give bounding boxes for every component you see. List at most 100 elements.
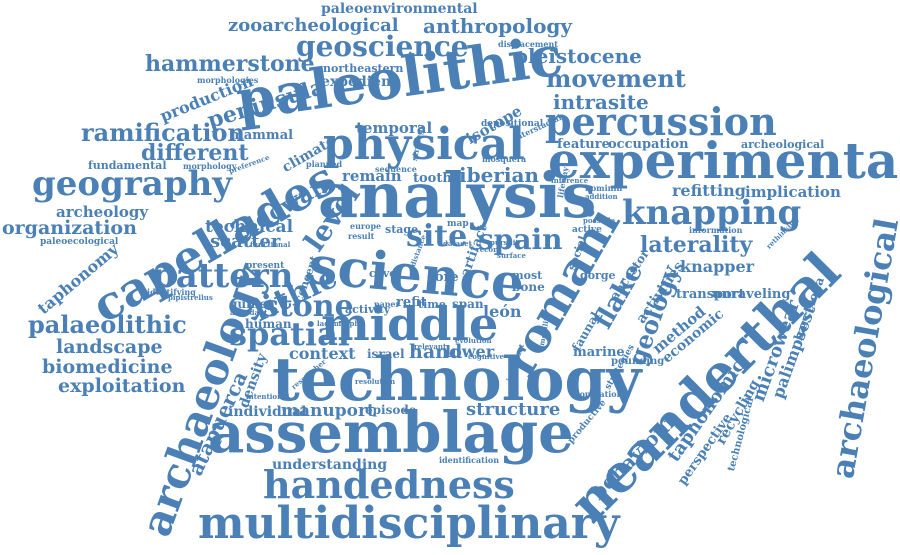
- word: movement: [546, 64, 686, 93]
- word: inference: [551, 176, 589, 185]
- word: most: [512, 269, 543, 282]
- word: map: [447, 219, 469, 229]
- word: pounding: [611, 356, 665, 367]
- word: record: [476, 245, 502, 254]
- word: surface: [497, 251, 526, 260]
- word: manuport: [281, 401, 375, 421]
- word: palaeolithic: [28, 310, 187, 339]
- word: pleistocene: [514, 44, 642, 68]
- word: context: [289, 344, 356, 363]
- word: human: [245, 317, 292, 331]
- word: archeological: [741, 138, 825, 151]
- word: technical: [205, 217, 294, 237]
- word: refitting: [672, 181, 746, 200]
- word: paper: [374, 299, 400, 309]
- word: marine: [573, 345, 625, 360]
- word: assemblage: [208, 400, 574, 466]
- word: identifying: [147, 287, 196, 297]
- word: ramification: [81, 118, 245, 147]
- word: fundamental: [88, 159, 167, 172]
- word: dataset: [443, 239, 472, 248]
- word: intrasite: [553, 90, 649, 114]
- word: sequence: [375, 164, 417, 174]
- word: gorge: [580, 269, 616, 282]
- word: iberian: [459, 163, 539, 187]
- word: mosquera: [482, 154, 527, 164]
- word: lagomorph: [317, 319, 360, 328]
- word: geography: [32, 164, 233, 204]
- word: implication: [745, 183, 841, 201]
- word: stage: [385, 223, 419, 236]
- word: laterality: [640, 232, 753, 258]
- word: spatial: [229, 315, 350, 353]
- word: expedient: [321, 74, 398, 90]
- word: present: [246, 261, 285, 271]
- word: israel: [367, 347, 405, 361]
- word: bone: [512, 280, 545, 294]
- word: depositional: [481, 119, 544, 129]
- word: refit: [396, 295, 427, 310]
- word: span: [452, 297, 484, 311]
- word: unraveling: [712, 287, 791, 302]
- word: population: [574, 389, 623, 399]
- word: spain: [478, 223, 563, 256]
- word: pursuit: [490, 238, 519, 247]
- word: identification: [439, 455, 500, 465]
- word: information: [689, 225, 743, 235]
- word: landscape: [56, 336, 163, 358]
- word: exploitation: [58, 375, 186, 397]
- word: multidisciplinary: [198, 498, 620, 549]
- word: activity: [345, 303, 391, 316]
- word: anthropology: [423, 14, 573, 38]
- word: different: [141, 140, 249, 166]
- word: occupation: [608, 137, 689, 152]
- word: core: [427, 270, 459, 285]
- word: geoscience: [296, 30, 469, 63]
- word: lower: [445, 342, 495, 361]
- word: biomedicine: [42, 356, 173, 378]
- word: cognitive: [468, 352, 504, 361]
- word: analysis: [318, 159, 597, 232]
- word: feature: [557, 137, 610, 152]
- word: knapping: [622, 193, 802, 233]
- word: functional: [250, 240, 291, 249]
- word: addition: [585, 192, 618, 201]
- word: active: [572, 225, 602, 235]
- word: scatter: [210, 231, 281, 252]
- word: percussion: [545, 99, 777, 144]
- word: handedness: [263, 462, 515, 507]
- word: episode: [365, 403, 417, 417]
- word: temporal: [356, 119, 433, 137]
- word: hammerstone: [145, 51, 315, 77]
- word: cave: [369, 267, 397, 280]
- word: archaeological: [823, 215, 900, 482]
- word: archeology: [56, 203, 149, 221]
- word: transport: [676, 287, 745, 302]
- word: europe: [350, 221, 382, 231]
- word: paleoecological: [40, 237, 119, 247]
- word: morphology: [183, 161, 237, 171]
- word: abundant: [230, 308, 268, 317]
- word: planned: [306, 159, 343, 169]
- word: relevant: [414, 342, 447, 351]
- word: guinea: [229, 297, 275, 311]
- word: remain: [342, 167, 402, 185]
- word: displacement: [498, 39, 558, 49]
- word: middle: [321, 297, 499, 351]
- word: technology: [272, 345, 642, 415]
- word: site: [406, 219, 468, 254]
- word: zooarcheological: [228, 15, 399, 36]
- word: northeastern: [323, 62, 404, 75]
- word: pipistrellus: [168, 293, 213, 302]
- word: hand: [409, 341, 463, 363]
- word: result: [348, 231, 375, 241]
- word: structure: [466, 399, 561, 420]
- word: individual: [228, 404, 307, 420]
- word: resolution: [355, 377, 396, 386]
- word: hominin: [585, 183, 623, 193]
- word: morphologies: [197, 75, 259, 85]
- word: organization: [2, 217, 137, 239]
- word: mammal: [230, 128, 294, 143]
- word: león: [483, 302, 522, 321]
